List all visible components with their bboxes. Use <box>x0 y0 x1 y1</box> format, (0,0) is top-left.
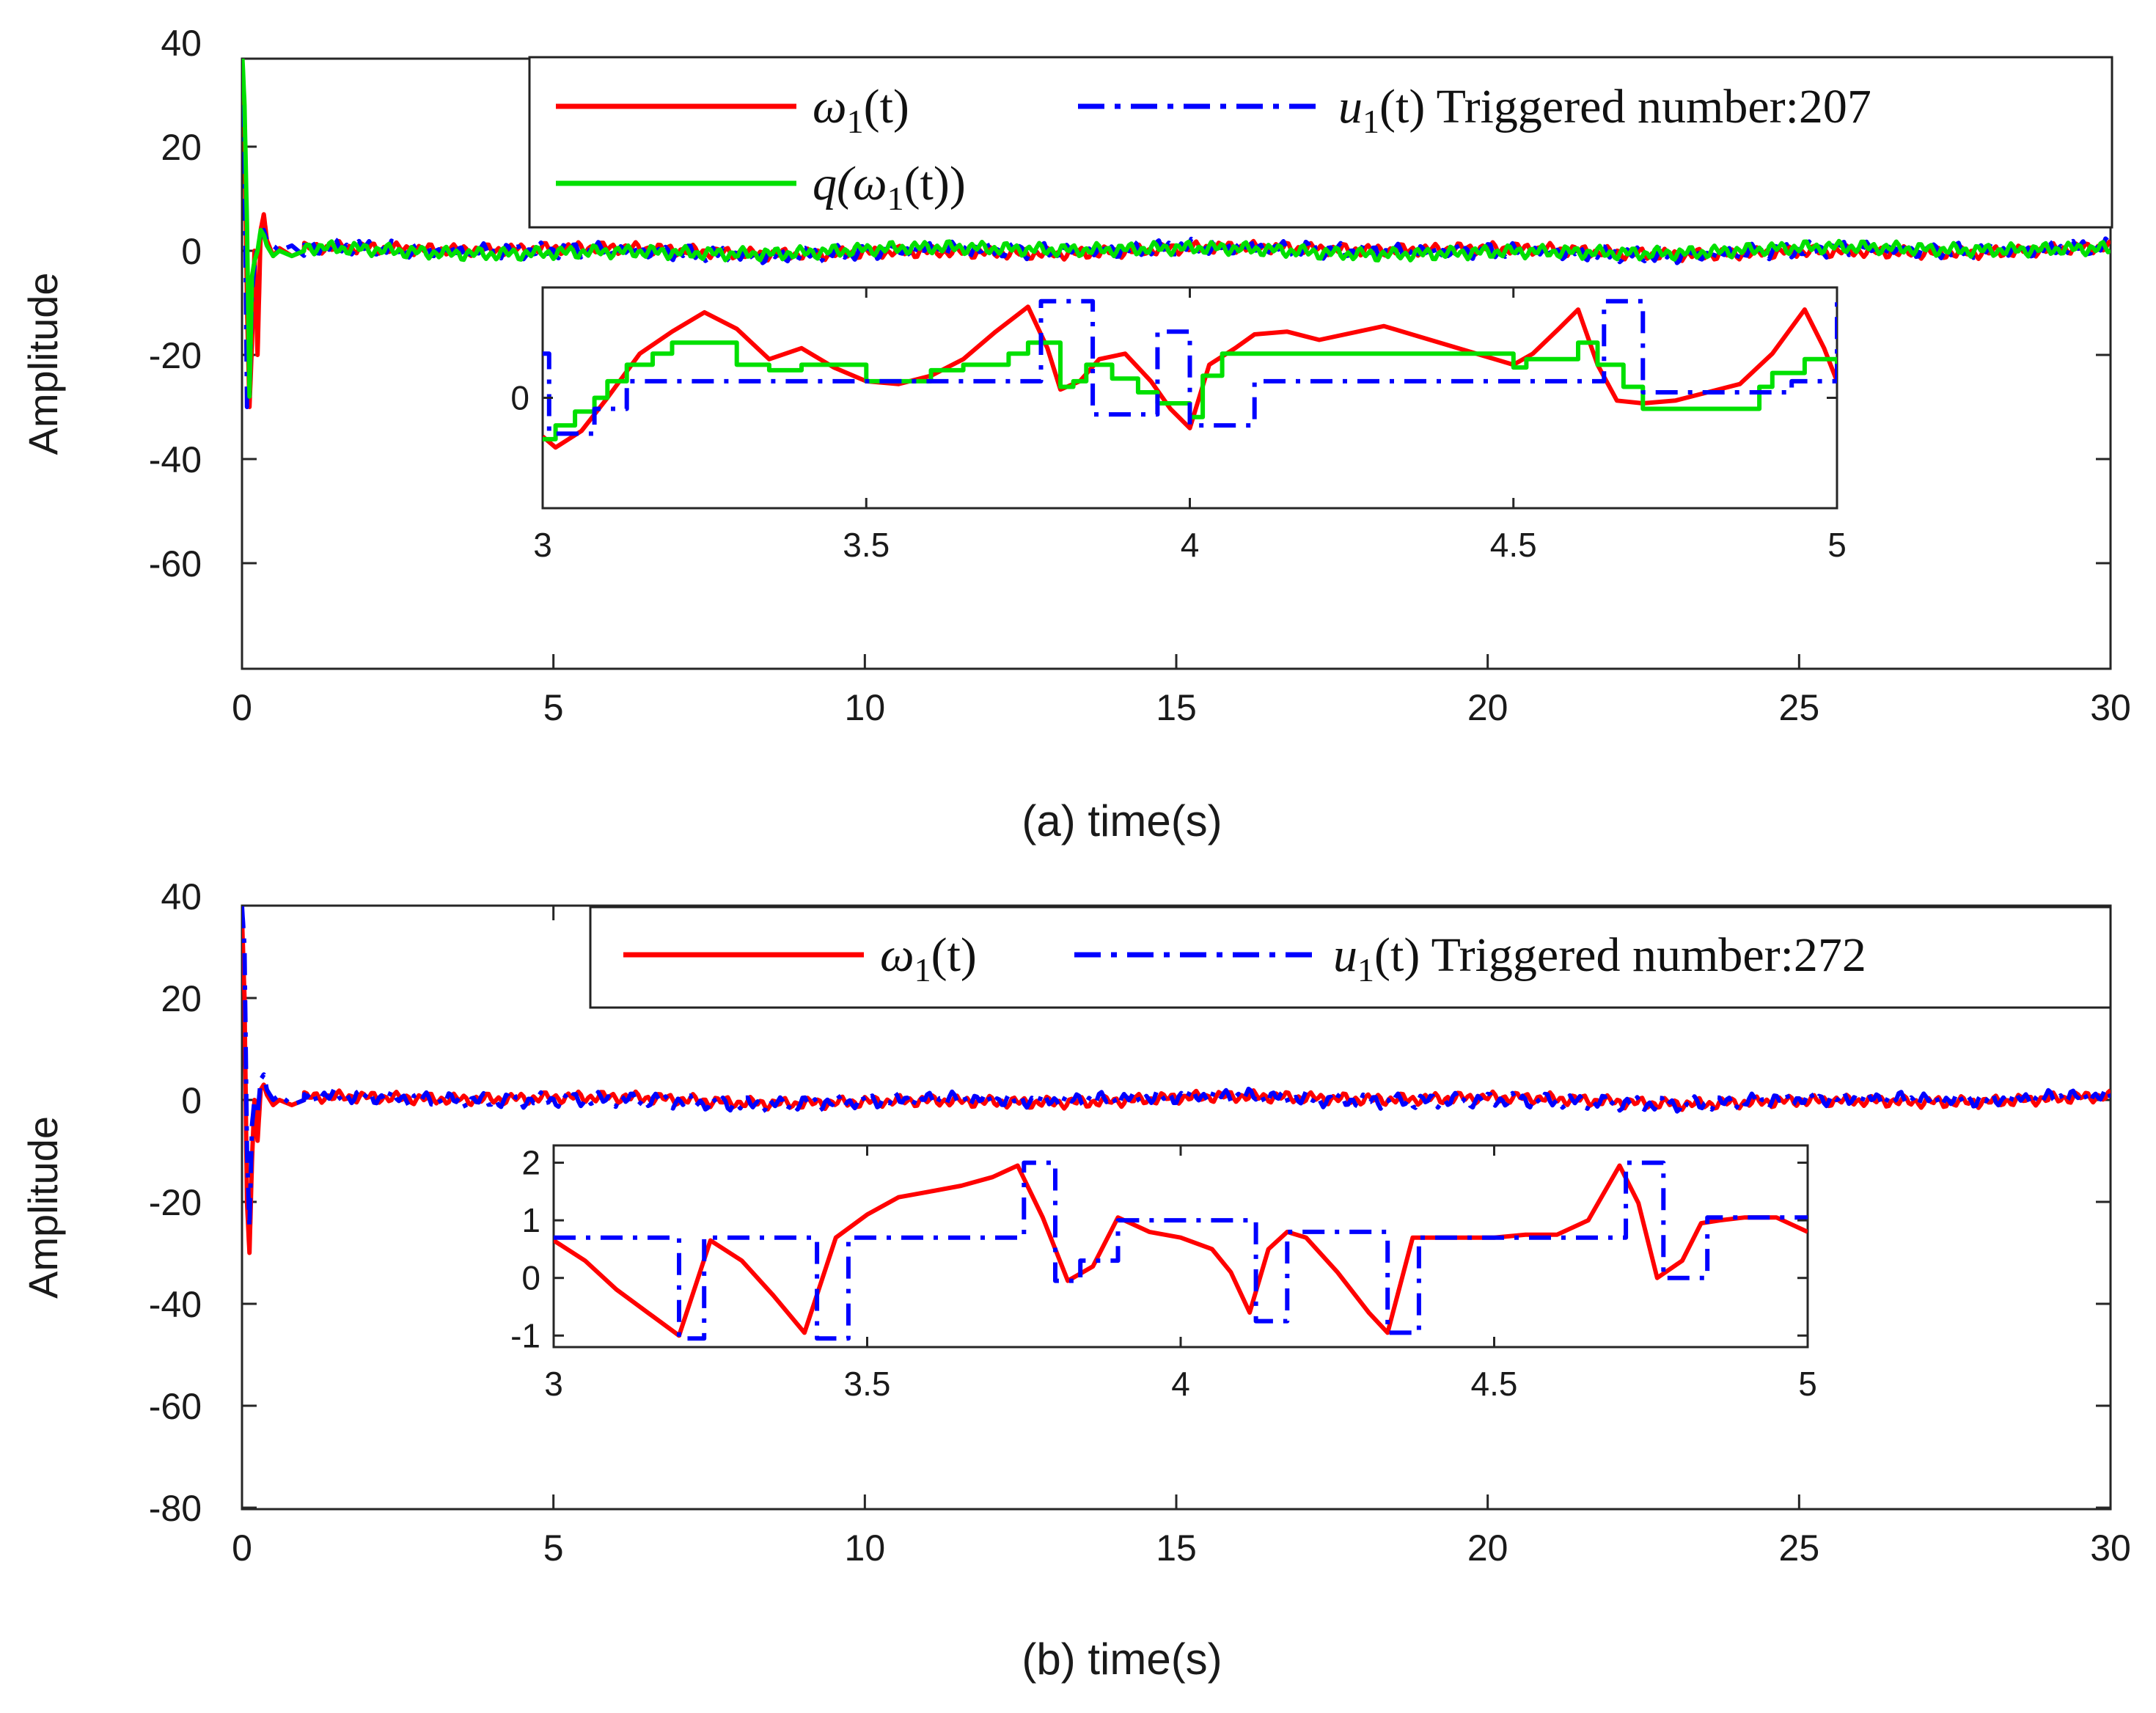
legend-label-tail: (t) <box>864 80 909 133</box>
legend-label-tail: (t)) <box>904 157 966 210</box>
x-tick-label: 5 <box>543 687 564 728</box>
x-tick-label: 25 <box>1779 1527 1820 1569</box>
legend-item-omega: ω1(t) <box>623 928 977 988</box>
legend-label-symbol: q(ω <box>813 157 887 210</box>
legend-label-tail: (t) Triggered number:207 <box>1379 80 1871 133</box>
legend-label: ω1(t) <box>880 928 977 988</box>
legend-label-symbol: ω <box>813 80 847 133</box>
series-group <box>242 906 2111 1255</box>
y-axis-label: Amplitude <box>20 272 66 455</box>
legend-label-subscript: 1 <box>1357 951 1374 988</box>
y-tick-label: -20 <box>149 335 202 376</box>
x-axis-caption: (a) time(s) <box>1022 796 1222 846</box>
inset-series-q <box>543 340 1837 441</box>
y-tick-label: 20 <box>161 127 202 168</box>
series-line-u <box>242 906 2111 1230</box>
y-tick-label: 20 <box>161 978 202 1019</box>
inset-x-tick-label: 4 <box>1171 1365 1190 1403</box>
inset-b: 3 3.5 4 4.5 5 2 1 0 -1 <box>510 1144 1817 1403</box>
y-tick-label: 0 <box>181 231 202 272</box>
x-tick-label: 5 <box>543 1527 564 1569</box>
y-tick-label: -80 <box>149 1488 202 1529</box>
y-tick-label: 40 <box>161 23 202 64</box>
legend-label: u1(t) Triggered number:207 <box>1338 80 1871 140</box>
inset-y-tick-label: -1 <box>510 1316 540 1354</box>
series-line-q <box>242 59 2111 399</box>
y-tick-label: -20 <box>149 1182 202 1223</box>
inset-frame <box>552 1144 1809 1349</box>
y-tick-label: 40 <box>161 876 202 917</box>
x-tick-label: 15 <box>1156 687 1197 728</box>
inset-x-tick-label: 3 <box>533 526 552 564</box>
legend-label-tail: (t) <box>931 928 977 982</box>
inset-x-tick-label: 4.5 <box>1471 1365 1518 1403</box>
x-axis-caption: (b) time(s) <box>1022 1635 1222 1684</box>
x-tick-label: 0 <box>232 687 252 728</box>
inset-series-u <box>554 1160 1808 1341</box>
legend-label-symbol: u <box>1338 80 1363 133</box>
inset-series-group <box>554 1160 1808 1341</box>
y-tick-label: -60 <box>149 1386 202 1427</box>
legend-label-symbol: u <box>1333 928 1357 982</box>
legend-label: ω1(t) <box>813 80 909 140</box>
x-tick-label: 0 <box>232 1527 252 1569</box>
panel-b: 0 5 10 15 20 25 3040200-20-40-60-80Amplitude(b… <box>20 876 2131 1684</box>
inset-x-tick-label: 5 <box>1798 1365 1817 1403</box>
inset-frame <box>541 286 1838 510</box>
legend-item-omega: ω1(t) <box>556 80 909 140</box>
inset-y-tick-label: 1 <box>521 1201 540 1239</box>
inset-x-tick-label: 3.5 <box>843 526 890 564</box>
y-tick-label: -40 <box>149 439 202 480</box>
legend: ω1(t) u1(t) Triggered number:272 <box>589 906 2112 1009</box>
inset-series-omega <box>554 1163 1808 1338</box>
inset-y-tick-label: 2 <box>521 1144 540 1182</box>
legend-item-u: u1(t) Triggered number:207 <box>1078 80 1871 140</box>
x-tick-label: 25 <box>1779 687 1820 728</box>
legend-label-subscript: 1 <box>887 180 904 217</box>
legend-frame <box>528 56 2113 229</box>
inset-x-tick-label: 3.5 <box>844 1365 891 1403</box>
inset-x-tick-label: 3 <box>544 1365 563 1403</box>
inset-y-tick-label: 0 <box>510 379 529 417</box>
legend-label: u1(t) Triggered number:272 <box>1333 928 1866 988</box>
legend-label-subscript: 1 <box>847 103 864 140</box>
inset-series-omega <box>543 304 1837 450</box>
legend-label-symbol: ω <box>880 928 914 982</box>
x-tick-label: 10 <box>845 1527 886 1569</box>
y-tick-label: -60 <box>149 543 202 584</box>
x-tick-label: 30 <box>2090 687 2131 728</box>
inset-a: 3 3.5 4 4.5 5 0 <box>510 286 1847 564</box>
legend-label-tail: (t) Triggered number:272 <box>1374 928 1866 982</box>
x-tick-label: 15 <box>1156 1527 1197 1569</box>
y-tick-label: 0 <box>181 1080 202 1121</box>
legend-label-subscript: 1 <box>1363 103 1379 140</box>
x-tick-label: 20 <box>1467 687 1508 728</box>
y-tick-label: -40 <box>149 1284 202 1325</box>
inset-x-tick-label: 4.5 <box>1490 526 1537 564</box>
legend-item-q: q(ω1(t)) <box>556 157 966 217</box>
inset-y-tick-label: 0 <box>521 1259 540 1297</box>
inset-x-tick-label: 5 <box>1827 526 1847 564</box>
series-group <box>242 59 2111 409</box>
inset-x-tick-label: 4 <box>1181 526 1200 564</box>
x-tick-label: 20 <box>1467 1527 1508 1569</box>
legend-label-subscript: 1 <box>914 951 931 988</box>
inset-series-group <box>543 298 1837 450</box>
x-tick-label: 30 <box>2090 1527 2131 1569</box>
y-axis-label: Amplitude <box>20 1116 66 1299</box>
x-tick-label: 10 <box>845 687 886 728</box>
legend-item-u: u1(t) Triggered number:272 <box>1074 928 1866 988</box>
legend-label: q(ω1(t)) <box>813 157 966 217</box>
